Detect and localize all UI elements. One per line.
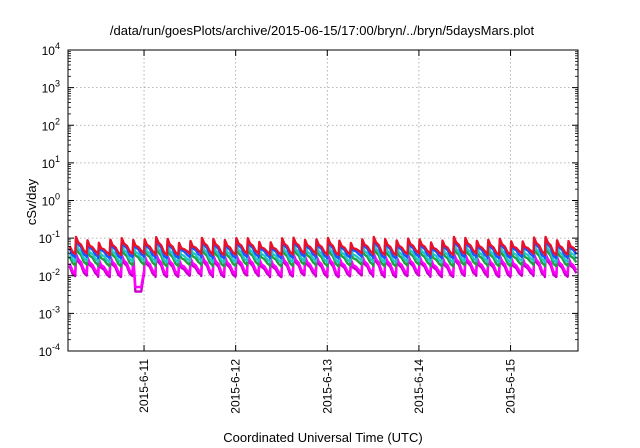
series-line	[68, 242, 578, 264]
series-layer	[68, 235, 578, 293]
series-line	[68, 235, 578, 257]
x-tick-label: 2015-6-15	[504, 359, 518, 414]
y-tick-label: 101	[42, 154, 60, 171]
y-tick-label: 103	[42, 79, 60, 96]
ticks: 10-4 10-3 10-2 10-1 100 101 102 103 104 2015-6-11…	[39, 41, 578, 414]
x-tick-label: 2015-6-12	[229, 359, 243, 414]
y-tick-label: 104	[42, 41, 60, 58]
chart-title: /data/run/goesPlots/archive/2015-06-15/1…	[110, 23, 535, 38]
y-tick-label: 10-2	[39, 267, 60, 284]
y-tick-label: 102	[42, 116, 60, 133]
y-axis-label: cSv/day	[24, 178, 39, 225]
y-tick-label: 100	[42, 192, 60, 209]
x-tick-label: 2015-6-13	[320, 359, 334, 414]
y-tick-label: 10-1	[39, 229, 60, 246]
x-axis-label: Coordinated Universal Time (UTC)	[223, 430, 422, 445]
y-tick-label: 10-3	[39, 304, 60, 321]
series-line	[68, 245, 578, 268]
series-line	[68, 252, 578, 289]
x-tick-label: 2015-6-11	[137, 359, 151, 413]
x-tick-label: 2015-6-14	[412, 359, 426, 414]
grid-lines	[68, 50, 578, 351]
y-tick-label: 10-4	[39, 342, 60, 359]
